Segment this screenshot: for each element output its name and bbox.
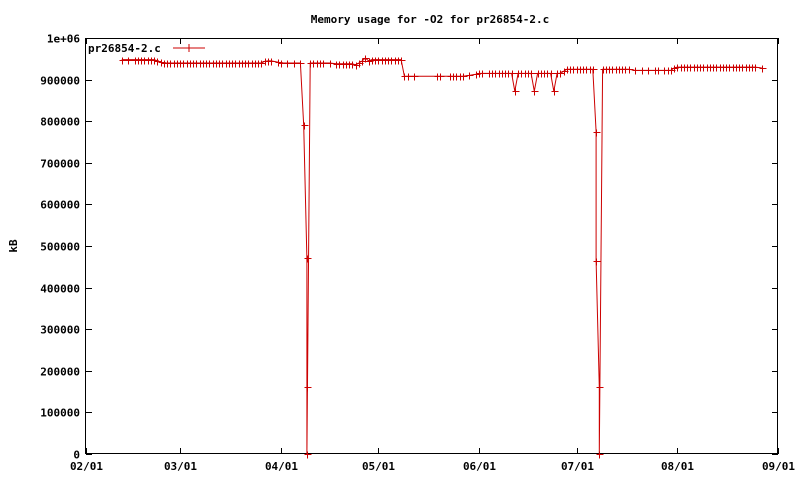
data-point-marker (593, 258, 601, 266)
data-point-marker (645, 67, 653, 75)
y-tick-label: 200000 (40, 366, 80, 379)
data-point-marker (466, 72, 474, 80)
x-tick-label: 03/01 (164, 460, 197, 473)
x-tick-label: 04/01 (265, 460, 298, 473)
y-tick-label: 0 (73, 449, 80, 462)
x-tick-label: 05/01 (362, 460, 395, 473)
plot-area-border (85, 38, 778, 454)
data-point-marker (596, 384, 604, 392)
data-point-marker (548, 70, 556, 78)
data-point-marker (304, 451, 312, 459)
data-point-marker (460, 73, 468, 81)
data-point-marker (632, 67, 640, 75)
data-point-marker (593, 129, 601, 137)
data-point-marker (639, 67, 647, 75)
data-point-marker (304, 255, 312, 263)
x-tick-label: 09/01 (762, 460, 795, 473)
x-tick-label: 07/01 (561, 460, 594, 473)
data-point-marker (119, 57, 127, 65)
x-tick-label: 02/01 (70, 460, 103, 473)
chart-title: Memory usage for -O2 for pr26854-2.c (311, 13, 549, 26)
data-point-marker (411, 73, 419, 81)
y-tick-label: 300000 (40, 324, 80, 337)
y-tick-label: 1e+06 (47, 33, 80, 46)
y-tick-label: 400000 (40, 283, 80, 296)
data-point-marker (512, 88, 520, 96)
data-point-marker (479, 70, 487, 78)
data-point-marker (304, 384, 312, 392)
data-point-marker (349, 61, 357, 69)
y-tick-label: 100000 (40, 407, 80, 420)
data-point-marker (655, 67, 663, 75)
data-point-marker (297, 60, 305, 68)
data-point-marker (752, 64, 760, 72)
y-tick-label: 900000 (40, 75, 80, 88)
y-tick-label: 700000 (40, 158, 80, 171)
x-tick-label: 08/01 (661, 460, 694, 473)
data-point-marker (154, 58, 162, 66)
data-point-marker (590, 66, 598, 74)
data-point-marker (125, 57, 133, 65)
data-point-marker (626, 66, 634, 74)
data-point-marker (437, 73, 445, 81)
data-point-marker (398, 57, 406, 65)
x-axis-ticks: 02/01 03/01 04/01 05/01 06/01 07/01 08/01 09/01 (70, 38, 795, 473)
data-point-marker (557, 70, 565, 78)
y-tick-label: 500000 (40, 241, 80, 254)
series-line (121, 57, 762, 455)
y-tick-label: 800000 (40, 116, 80, 129)
data-point-marker (551, 88, 559, 96)
y-axis-ticks: 0 100000 200000 300000 400000 500000 600000 700… (40, 33, 778, 462)
x-tick-label: 06/01 (463, 460, 496, 473)
legend: pr26854-2.c (88, 42, 205, 55)
data-point-marker (531, 88, 539, 96)
data-point-marker (258, 60, 266, 68)
data-point-marker (291, 60, 299, 68)
data-point-marker (405, 73, 413, 81)
data-point-marker (509, 70, 517, 78)
data-point-marker (284, 60, 292, 68)
data-point-marker (759, 65, 767, 73)
data-point-marker (278, 60, 286, 68)
data-point-marker (320, 60, 328, 68)
data-point-marker (327, 60, 335, 68)
data-point-marker (301, 122, 309, 130)
data-point-marker (362, 55, 370, 63)
data-point-marker (528, 70, 536, 78)
data-point-marker (596, 451, 604, 459)
legend-label: pr26854-2.c (88, 42, 161, 55)
y-tick-label: 600000 (40, 199, 80, 212)
y-axis-label: kB (7, 239, 20, 253)
data-point-marker (268, 58, 276, 66)
series-pr26854-2-c (119, 55, 767, 459)
